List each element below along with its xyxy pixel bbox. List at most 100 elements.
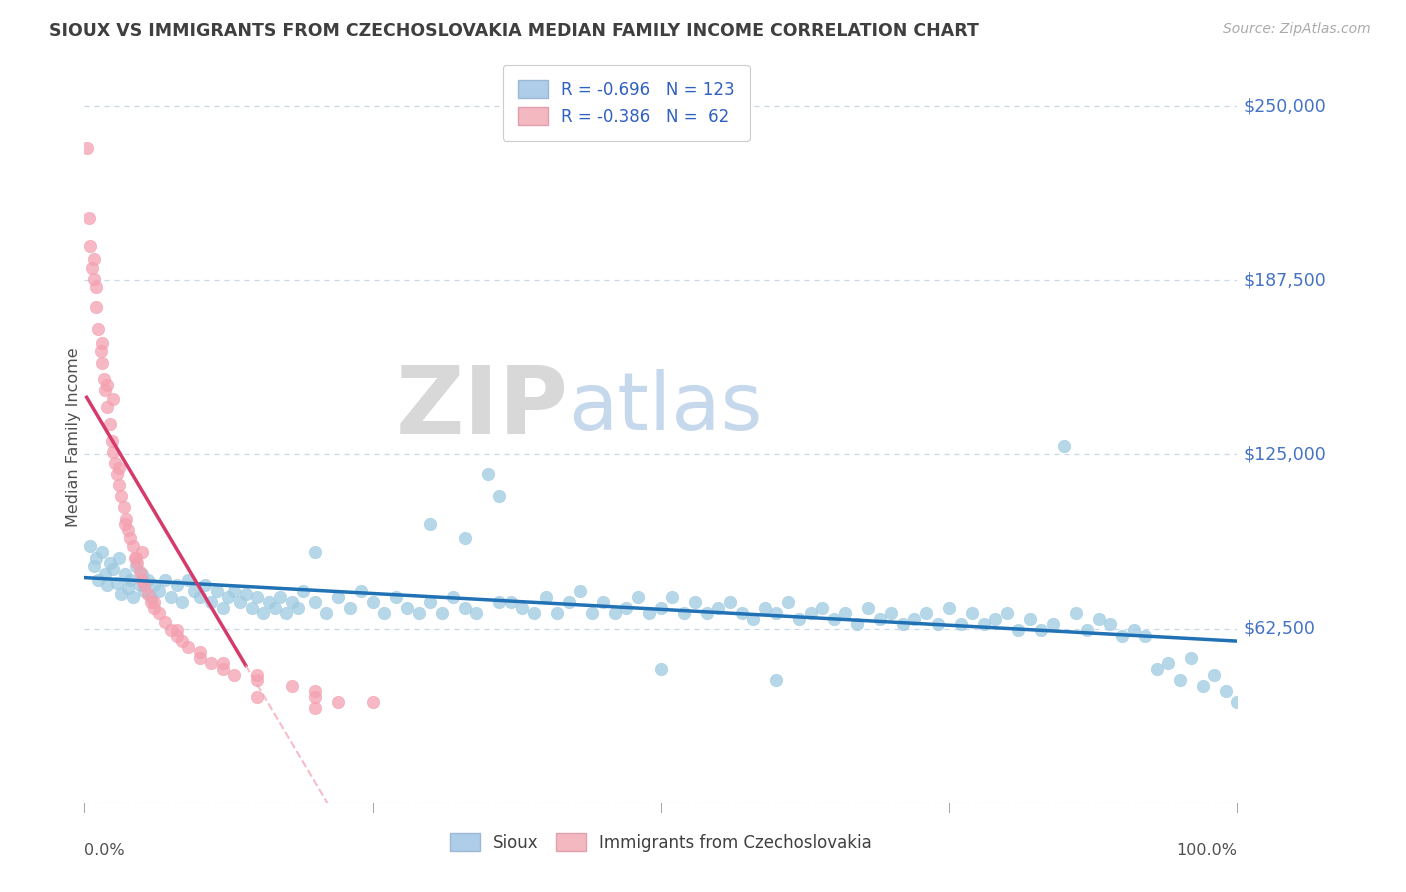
Point [200, 657, 222, 671]
Point [960, 607, 983, 621]
Point [108, 478, 131, 492]
Point [76, 141, 98, 155]
Point [1168, 673, 1191, 688]
Point [430, 607, 453, 621]
Point [512, 600, 534, 615]
Point [131, 573, 153, 587]
Point [166, 623, 188, 637]
Point [121, 590, 143, 604]
Point [77, 211, 100, 225]
Point [153, 573, 176, 587]
Point [166, 578, 188, 592]
Point [125, 550, 148, 565]
Point [326, 696, 349, 710]
Point [304, 595, 326, 609]
Point [98, 556, 121, 570]
Point [384, 590, 406, 604]
Point [188, 645, 211, 659]
Point [685, 595, 707, 609]
Point [188, 651, 211, 665]
Point [1146, 662, 1168, 676]
Text: $187,500: $187,500 [1243, 271, 1326, 289]
Point [153, 615, 176, 629]
Point [465, 607, 488, 621]
Point [396, 600, 419, 615]
Point [240, 600, 263, 615]
Point [823, 612, 845, 626]
Point [765, 673, 787, 688]
Point [136, 587, 159, 601]
Point [488, 595, 510, 609]
Point [304, 701, 326, 715]
Point [1042, 617, 1064, 632]
Point [292, 584, 315, 599]
Point [124, 550, 146, 565]
Point [108, 550, 131, 565]
Point [87, 322, 110, 336]
Point [903, 612, 925, 626]
Point [98, 417, 121, 431]
Point [224, 584, 246, 599]
Point [108, 461, 131, 475]
Point [592, 595, 614, 609]
Point [603, 607, 626, 621]
Point [1088, 612, 1111, 626]
Point [211, 662, 233, 676]
Point [121, 540, 143, 554]
Point [103, 562, 124, 576]
Point [326, 590, 349, 604]
Point [120, 573, 142, 587]
Legend: Sioux, Immigrants from Czechoslovakia: Sioux, Immigrants from Czechoslovakia [441, 825, 880, 860]
Point [172, 595, 194, 609]
Point [718, 595, 741, 609]
Point [281, 595, 304, 609]
Point [200, 595, 222, 609]
Point [408, 607, 430, 621]
Point [350, 584, 373, 599]
Point [142, 600, 165, 615]
Point [1204, 667, 1226, 681]
Point [141, 595, 163, 609]
Point [477, 467, 499, 481]
Text: SIOUX VS IMMIGRANTS FROM CZECHOSLOVAKIA MEDIAN FAMILY INCOME CORRELATION CHART: SIOUX VS IMMIGRANTS FROM CZECHOSLOVAKIA … [49, 22, 979, 40]
Point [1133, 629, 1156, 643]
Point [166, 629, 188, 643]
Point [134, 584, 156, 599]
Point [79, 238, 101, 252]
Point [276, 607, 298, 621]
Point [83, 252, 105, 267]
Point [627, 590, 650, 604]
Point [125, 558, 148, 573]
Point [638, 607, 661, 621]
Point [454, 600, 477, 615]
Point [90, 336, 112, 351]
Point [83, 272, 105, 286]
Point [188, 590, 211, 604]
Point [742, 612, 765, 626]
Point [112, 500, 135, 515]
Point [128, 578, 150, 592]
Text: 0.0%: 0.0% [84, 843, 125, 858]
Point [235, 587, 257, 601]
Point [1099, 617, 1122, 632]
Point [117, 581, 139, 595]
Point [834, 607, 856, 621]
Point [339, 600, 361, 615]
Text: $250,000: $250,000 [1243, 97, 1326, 115]
Point [110, 489, 132, 503]
Point [287, 600, 309, 615]
Point [1226, 696, 1249, 710]
Point [136, 573, 159, 587]
Point [246, 690, 269, 704]
Point [765, 607, 787, 621]
Point [858, 600, 880, 615]
Point [246, 667, 269, 681]
Point [1076, 623, 1098, 637]
Point [546, 607, 568, 621]
Point [315, 607, 337, 621]
Point [142, 595, 165, 609]
Point [84, 300, 107, 314]
Point [115, 511, 138, 525]
Point [1007, 623, 1029, 637]
Point [134, 578, 156, 592]
